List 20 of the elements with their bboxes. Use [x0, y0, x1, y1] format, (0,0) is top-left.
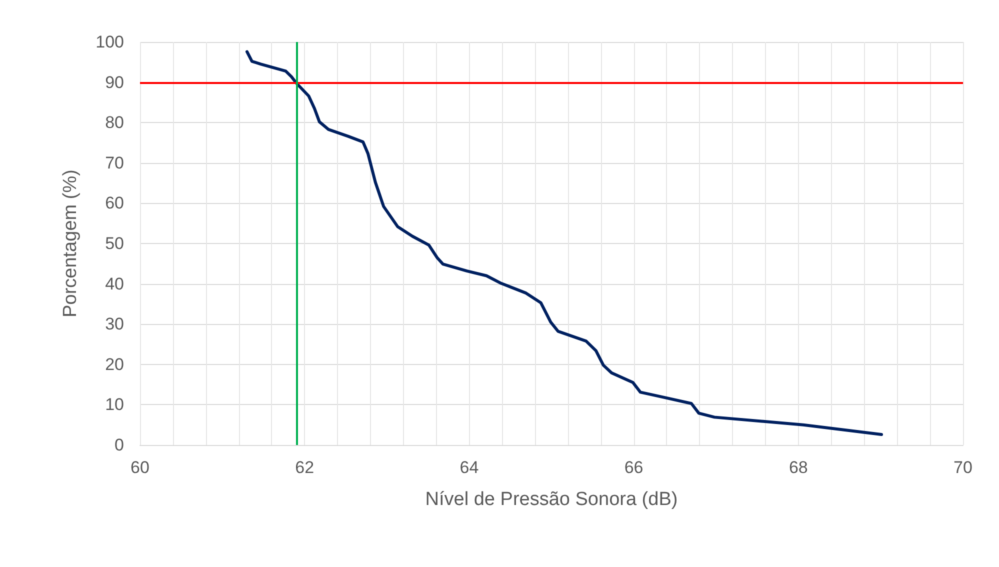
- x-tick-label: 70: [954, 458, 972, 477]
- x-tick-label: 64: [460, 458, 479, 477]
- y-tick-label: 0: [114, 436, 124, 454]
- x-tick-label: 60: [130, 458, 150, 477]
- y-tick-label: 50: [105, 234, 124, 253]
- y-tick-label: 40: [105, 274, 124, 294]
- y-tick-label: 100: [96, 32, 124, 52]
- line-series: [245, 50, 884, 436]
- y-axis-title: Porcentagem (%): [60, 170, 81, 318]
- y-tick-label: 10: [105, 395, 124, 414]
- y-tick-label: 60: [105, 194, 124, 213]
- y-tick-label: 30: [105, 314, 124, 334]
- x-tick-label: 62: [295, 458, 314, 477]
- x-tick-label: 66: [624, 458, 644, 477]
- x-axis-title: Nível de Pressão Sonora (dB): [425, 489, 678, 510]
- y-tick-label: 90: [105, 72, 124, 92]
- y-tick-label: 70: [105, 153, 124, 172]
- y-tick-label: 20: [105, 354, 124, 374]
- y-tick-label: 80: [105, 113, 124, 132]
- x-tick-label: 68: [788, 458, 808, 477]
